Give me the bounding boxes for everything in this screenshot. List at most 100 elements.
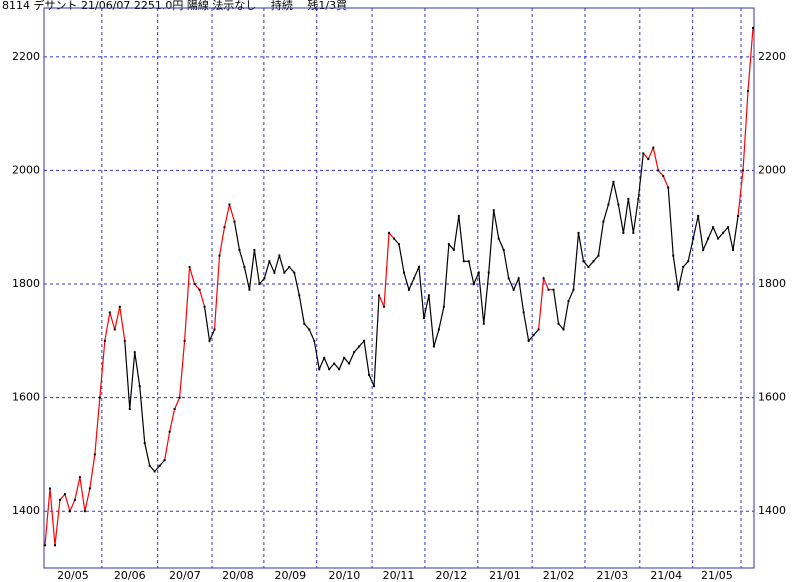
price-point — [447, 243, 450, 246]
price-point — [48, 487, 51, 490]
price-point — [243, 265, 246, 268]
price-point — [303, 322, 306, 325]
price-point — [338, 368, 341, 371]
price-point — [193, 283, 196, 286]
x-tick-label: 20/07 — [169, 569, 201, 582]
price-point — [512, 288, 515, 291]
price-point — [607, 203, 610, 206]
price-point — [702, 248, 705, 251]
price-point — [278, 254, 281, 257]
y-tick-label-right: 1600 — [758, 391, 786, 404]
price-point — [83, 510, 86, 513]
y-tick-label-right: 2200 — [758, 50, 786, 63]
price-point — [68, 510, 71, 513]
x-tick-label: 20/11 — [383, 569, 415, 582]
price-point — [592, 260, 595, 263]
price-point — [627, 197, 630, 200]
price-point — [572, 288, 575, 291]
price-point — [657, 169, 660, 172]
price-point — [98, 396, 101, 399]
price-point — [527, 339, 530, 342]
price-point — [298, 294, 301, 297]
price-point — [323, 356, 326, 359]
price-point — [537, 328, 540, 331]
price-point — [143, 442, 146, 445]
x-tick-label: 21/02 — [543, 569, 575, 582]
price-point — [53, 544, 56, 547]
price-point — [163, 459, 166, 462]
price-point — [148, 464, 151, 467]
price-point — [333, 362, 336, 365]
price-point — [412, 277, 415, 280]
price-point — [208, 339, 211, 342]
price-point — [612, 180, 615, 183]
price-point — [123, 339, 126, 342]
price-point — [133, 351, 136, 354]
price-point — [647, 158, 650, 161]
price-point — [502, 248, 505, 251]
price-point — [203, 305, 206, 308]
x-tick-label: 21/03 — [597, 569, 629, 582]
price-point — [477, 271, 480, 274]
price-point — [567, 300, 570, 303]
chart-title: 8114 デサント 21/06/07 2251.0円 陽線 法示なし 持続 残1… — [2, 0, 347, 12]
x-tick-label: 20/06 — [114, 569, 146, 582]
price-point — [128, 407, 131, 410]
price-point — [178, 396, 181, 399]
price-point — [407, 288, 410, 291]
price-point — [113, 328, 116, 331]
price-point — [752, 26, 755, 29]
price-point — [393, 237, 396, 240]
price-point — [118, 305, 121, 308]
price-point — [557, 322, 560, 325]
price-point — [617, 203, 620, 206]
price-point — [328, 368, 331, 371]
price-point — [697, 214, 700, 217]
price-point — [343, 356, 346, 359]
price-point — [742, 169, 745, 172]
price-point — [487, 271, 490, 274]
price-point — [667, 186, 670, 189]
price-point — [168, 430, 171, 433]
x-tick-label: 21/04 — [650, 569, 682, 582]
x-tick-label: 21/01 — [489, 569, 521, 582]
x-tick-label: 20/09 — [274, 569, 306, 582]
price-point — [93, 453, 96, 456]
price-point — [158, 464, 161, 467]
price-point — [318, 368, 321, 371]
price-point — [353, 351, 356, 354]
price-line — [378, 231, 395, 307]
price-point — [153, 470, 156, 473]
price-point — [78, 476, 81, 479]
price-point — [58, 498, 61, 501]
plot-frame — [43, 7, 755, 569]
y-tick-label: 2000 — [12, 163, 40, 176]
price-point — [88, 487, 91, 490]
x-tick-label: 20/08 — [222, 569, 254, 582]
price-point — [417, 265, 420, 268]
price-point — [422, 317, 425, 320]
price-point — [373, 385, 376, 388]
price-point — [402, 271, 405, 274]
price-point — [597, 254, 600, 257]
price-point — [108, 311, 111, 314]
price-point — [462, 260, 465, 263]
price-line — [393, 210, 540, 347]
price-point — [492, 209, 495, 212]
price-point — [313, 339, 316, 342]
price-point — [642, 152, 645, 155]
price-point — [218, 254, 221, 257]
price-point — [732, 248, 735, 251]
price-point — [388, 231, 391, 234]
price-point — [682, 265, 685, 268]
price-point — [672, 254, 675, 257]
price-point — [687, 260, 690, 263]
y-tick-label: 2200 — [12, 50, 40, 63]
price-point — [253, 248, 256, 251]
price-point — [507, 277, 510, 280]
price-point — [712, 226, 715, 229]
price-point — [223, 226, 226, 229]
price-point — [288, 265, 291, 268]
price-point — [747, 89, 750, 92]
